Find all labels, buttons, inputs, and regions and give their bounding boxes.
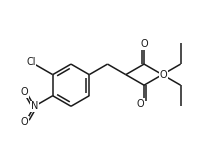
Text: O: O bbox=[140, 39, 148, 49]
Text: O: O bbox=[21, 117, 28, 127]
Text: O: O bbox=[160, 70, 167, 80]
Text: O: O bbox=[136, 99, 144, 109]
Text: O: O bbox=[160, 70, 167, 80]
Text: Cl: Cl bbox=[26, 57, 36, 67]
Text: N: N bbox=[31, 101, 38, 111]
Text: O: O bbox=[21, 87, 28, 97]
